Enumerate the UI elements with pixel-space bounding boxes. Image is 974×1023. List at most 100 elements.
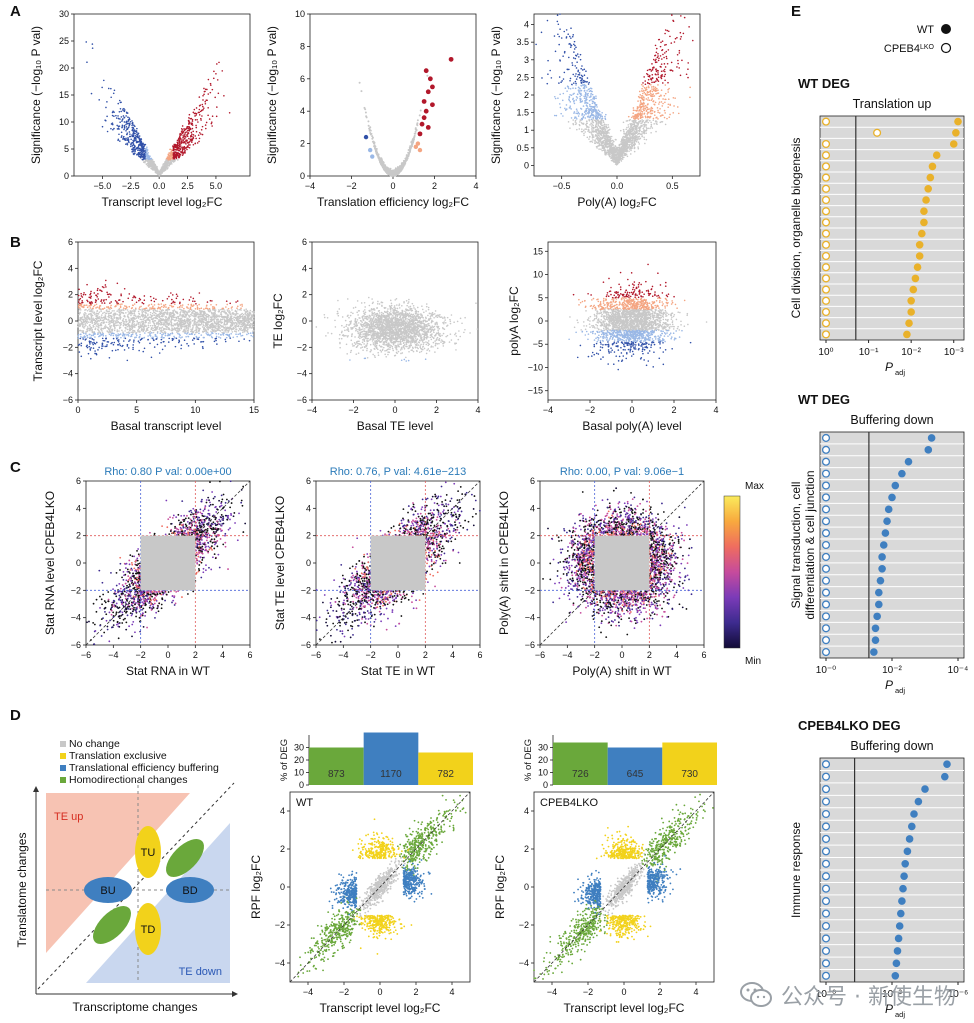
data-point <box>137 137 140 139</box>
data-point <box>600 148 602 151</box>
data-point <box>596 138 599 141</box>
data-point <box>147 156 150 159</box>
data-point <box>164 163 167 166</box>
data-point <box>218 61 220 64</box>
data-point <box>131 121 134 124</box>
data-point <box>657 38 660 41</box>
data-point <box>615 153 617 156</box>
data-point <box>628 130 631 133</box>
data-point <box>126 128 129 131</box>
data-point <box>654 101 657 104</box>
data-point <box>664 32 666 35</box>
data-point <box>561 80 563 82</box>
data-point <box>186 125 189 128</box>
data-point <box>662 53 664 56</box>
data-point <box>666 62 669 65</box>
data-point <box>656 121 658 123</box>
data-point <box>176 139 179 142</box>
data-point <box>125 129 127 132</box>
data-point <box>644 107 646 110</box>
data-point <box>177 152 180 155</box>
data-point <box>200 117 202 120</box>
data-point <box>147 324 150 327</box>
data-point <box>582 81 584 83</box>
data-point <box>200 307 203 310</box>
data-point <box>654 86 657 89</box>
data-point <box>627 115 630 118</box>
data-point <box>564 107 566 110</box>
data-point <box>149 307 151 309</box>
data-point <box>573 48 576 50</box>
x-axis-label: Poly(A) log₂FC <box>577 195 657 209</box>
data-point <box>604 129 606 131</box>
data-point <box>579 93 582 96</box>
data-point <box>587 112 589 114</box>
data-point <box>650 121 652 124</box>
data-point <box>643 136 645 139</box>
data-point <box>647 99 649 101</box>
y-tick-label: 6 <box>300 74 305 84</box>
data-point <box>590 132 593 134</box>
data-point <box>140 154 143 157</box>
data-point <box>127 116 129 118</box>
data-point <box>650 77 652 80</box>
data-point <box>560 81 562 84</box>
data-point <box>127 138 130 141</box>
data-point <box>592 108 595 111</box>
data-point <box>660 74 663 77</box>
data-point <box>649 110 652 113</box>
data-point <box>656 79 659 81</box>
data-point <box>643 121 646 124</box>
data-point <box>179 138 181 140</box>
data-point <box>132 128 134 131</box>
data-point <box>105 306 108 308</box>
data-point <box>560 112 562 115</box>
data-point <box>569 35 571 38</box>
x-tick-label: 2 <box>432 181 437 191</box>
data-point <box>571 83 573 86</box>
data-point <box>393 169 396 172</box>
data-point <box>198 303 200 306</box>
data-point <box>196 142 199 144</box>
data-point <box>585 70 587 73</box>
data-point <box>173 160 176 162</box>
data-point <box>80 342 83 345</box>
data-point <box>660 77 663 80</box>
data-point <box>160 172 162 174</box>
y-tick-label: −6 <box>63 395 73 405</box>
data-point <box>138 147 141 150</box>
data-point <box>651 77 654 80</box>
data-point <box>664 101 666 104</box>
data-point <box>659 65 662 68</box>
data-point <box>559 60 561 62</box>
x-tick-label: −4 <box>305 181 315 191</box>
data-point <box>588 88 591 90</box>
data-point <box>585 96 588 99</box>
data-point <box>655 47 658 50</box>
data-point <box>577 56 580 58</box>
data-point <box>161 299 164 302</box>
data-point <box>627 126 630 128</box>
data-point <box>574 75 576 77</box>
data-point <box>636 135 638 137</box>
data-point <box>647 94 649 96</box>
y-tick-label: 2 <box>524 90 529 100</box>
data-point <box>646 113 649 115</box>
data-point <box>134 136 137 139</box>
data-point <box>662 98 664 100</box>
data-point <box>572 87 574 89</box>
data-point <box>134 134 137 137</box>
data-point <box>578 113 581 115</box>
data-point <box>89 357 92 360</box>
data-point <box>628 144 631 147</box>
data-point <box>660 101 663 103</box>
data-point <box>134 146 136 148</box>
x-axis-label: Translation efficiency log₂FC <box>317 195 469 209</box>
data-point <box>591 102 594 105</box>
x-tick-label: 0.0 <box>611 181 624 191</box>
data-point <box>123 116 125 119</box>
data-point <box>113 341 116 344</box>
data-point <box>650 125 653 128</box>
data-point <box>126 132 129 134</box>
data-point <box>382 166 385 169</box>
